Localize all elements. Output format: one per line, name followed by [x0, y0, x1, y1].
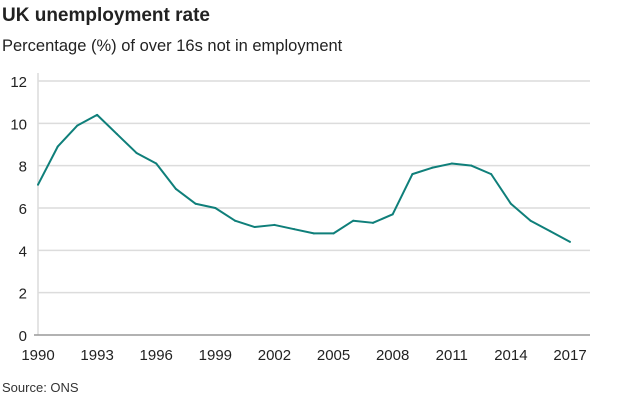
y-tick-label: 12 — [10, 74, 27, 91]
x-tick-label: 2017 — [553, 347, 586, 364]
data-point — [174, 187, 177, 190]
y-tick-label: 2 — [19, 286, 27, 303]
data-point — [509, 202, 512, 205]
chart-title: UK unemployment rate — [2, 5, 210, 26]
y-tick-label: 8 — [19, 159, 27, 176]
data-point — [312, 232, 315, 235]
data-point — [37, 183, 39, 186]
data-point — [135, 151, 138, 154]
x-tick-label: 2011 — [436, 347, 468, 364]
y-tick-label: 6 — [19, 201, 27, 218]
data-point — [234, 219, 237, 222]
data-point — [76, 124, 79, 127]
data-point — [529, 219, 532, 222]
data-point — [450, 162, 453, 165]
data-point — [549, 230, 552, 233]
x-tick-label: 1996 — [140, 347, 173, 364]
x-tick-label: 2002 — [258, 347, 291, 364]
x-tick-label: 1993 — [80, 347, 113, 364]
data-point — [214, 207, 217, 209]
data-point — [371, 221, 374, 224]
x-tick-label: 2014 — [494, 347, 527, 364]
source-note: Source: ONS — [2, 380, 79, 395]
data-point — [411, 173, 414, 176]
y-tick-label: 4 — [19, 243, 27, 260]
data-point — [115, 132, 118, 135]
data-point — [332, 232, 335, 235]
series-line — [37, 113, 571, 243]
data-point — [155, 162, 158, 165]
x-tick-label: 2008 — [376, 347, 409, 364]
data-point — [194, 202, 197, 205]
data-point — [490, 173, 493, 176]
data-point — [253, 226, 256, 229]
data-point — [96, 113, 99, 116]
x-tick-label: 1990 — [21, 347, 54, 364]
data-point — [56, 145, 59, 148]
chart-subtitle: Percentage (%) of over 16s not in employ… — [2, 37, 343, 55]
x-tick-label: 2005 — [317, 347, 350, 364]
data-point — [431, 166, 434, 169]
x-tick-label: 1999 — [199, 347, 232, 364]
data-point — [352, 219, 355, 222]
data-point — [470, 164, 473, 167]
data-point — [273, 223, 276, 226]
y-tick-label: 0 — [19, 328, 27, 345]
data-point — [293, 228, 296, 231]
data-point — [391, 213, 394, 216]
data-point — [569, 240, 571, 243]
y-tick-label: 10 — [10, 116, 27, 133]
